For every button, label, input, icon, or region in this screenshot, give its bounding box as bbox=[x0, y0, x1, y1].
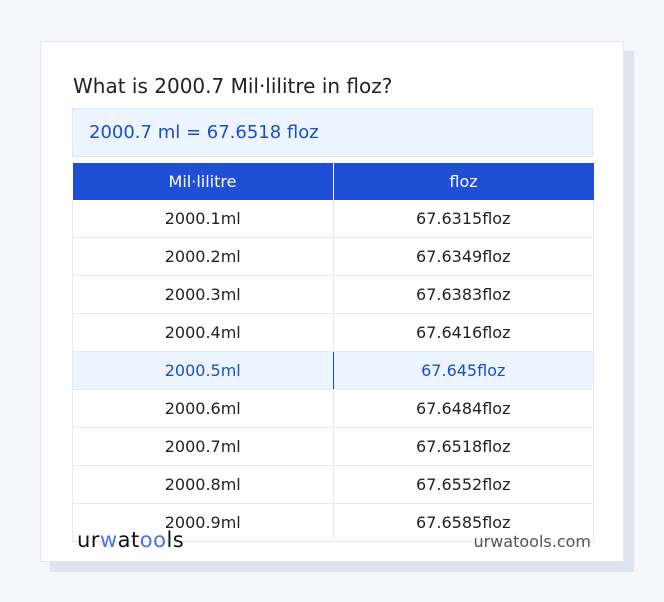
floz-cell: 67.6518floz bbox=[332, 427, 594, 466]
millilitre-cell: 2000.4ml bbox=[72, 313, 334, 352]
millilitre-cell: 2000.9ml bbox=[72, 503, 334, 542]
column-header-millilitre: Mil·lilitre bbox=[72, 163, 334, 200]
floz-cell: 67.6552floz bbox=[332, 465, 594, 504]
table-row: 2000.9ml 67.6585floz bbox=[72, 503, 594, 542]
column-header-floz: floz bbox=[333, 163, 594, 200]
table-row: 2000.4ml 67.6416floz bbox=[72, 313, 594, 352]
site-link[interactable]: urwatools.com bbox=[473, 532, 592, 551]
millilitre-cell: 2000.8ml bbox=[72, 465, 334, 504]
millilitre-cell: 2000.5ml bbox=[72, 351, 334, 390]
table-row: 2000.2ml 67.6349floz bbox=[72, 237, 594, 276]
table-row: 2000.5ml 67.645floz bbox=[72, 351, 594, 390]
page-title: What is 2000.7 Mil·lilitre in floz? bbox=[73, 74, 393, 98]
millilitre-cell: 2000.1ml bbox=[72, 200, 334, 238]
millilitre-cell: 2000.3ml bbox=[72, 275, 334, 314]
conversion-table: Mil·lilitre floz 2000.1ml 67.6315floz 2000… bbox=[72, 163, 594, 542]
converter-card: What is 2000.7 Mil·lilitre in floz? 2000… bbox=[40, 41, 624, 562]
conversion-result: 2000.7 ml = 67.6518 floz bbox=[72, 108, 593, 157]
floz-cell: 67.6349floz bbox=[332, 237, 594, 276]
millilitre-cell: 2000.7ml bbox=[72, 427, 334, 466]
table-row: 2000.3ml 67.6383floz bbox=[72, 275, 594, 314]
table-row: 2000.1ml 67.6315floz bbox=[72, 200, 594, 238]
table-row: 2000.8ml 67.6552floz bbox=[72, 465, 594, 504]
floz-cell: 67.6416floz bbox=[332, 313, 594, 352]
floz-cell: 67.6383floz bbox=[332, 275, 594, 314]
millilitre-cell: 2000.2ml bbox=[72, 237, 334, 276]
table-row: 2000.7ml 67.6518floz bbox=[72, 427, 594, 466]
floz-cell: 67.6315floz bbox=[332, 200, 594, 238]
millilitre-cell: 2000.6ml bbox=[72, 389, 334, 428]
floz-cell: 67.645floz bbox=[332, 351, 594, 390]
floz-cell: 67.6484floz bbox=[332, 389, 594, 428]
floz-cell: 67.6585floz bbox=[332, 503, 594, 542]
table-row: 2000.6ml 67.6484floz bbox=[72, 389, 594, 428]
urwatools-logo[interactable]: urwatools bbox=[77, 528, 185, 552]
